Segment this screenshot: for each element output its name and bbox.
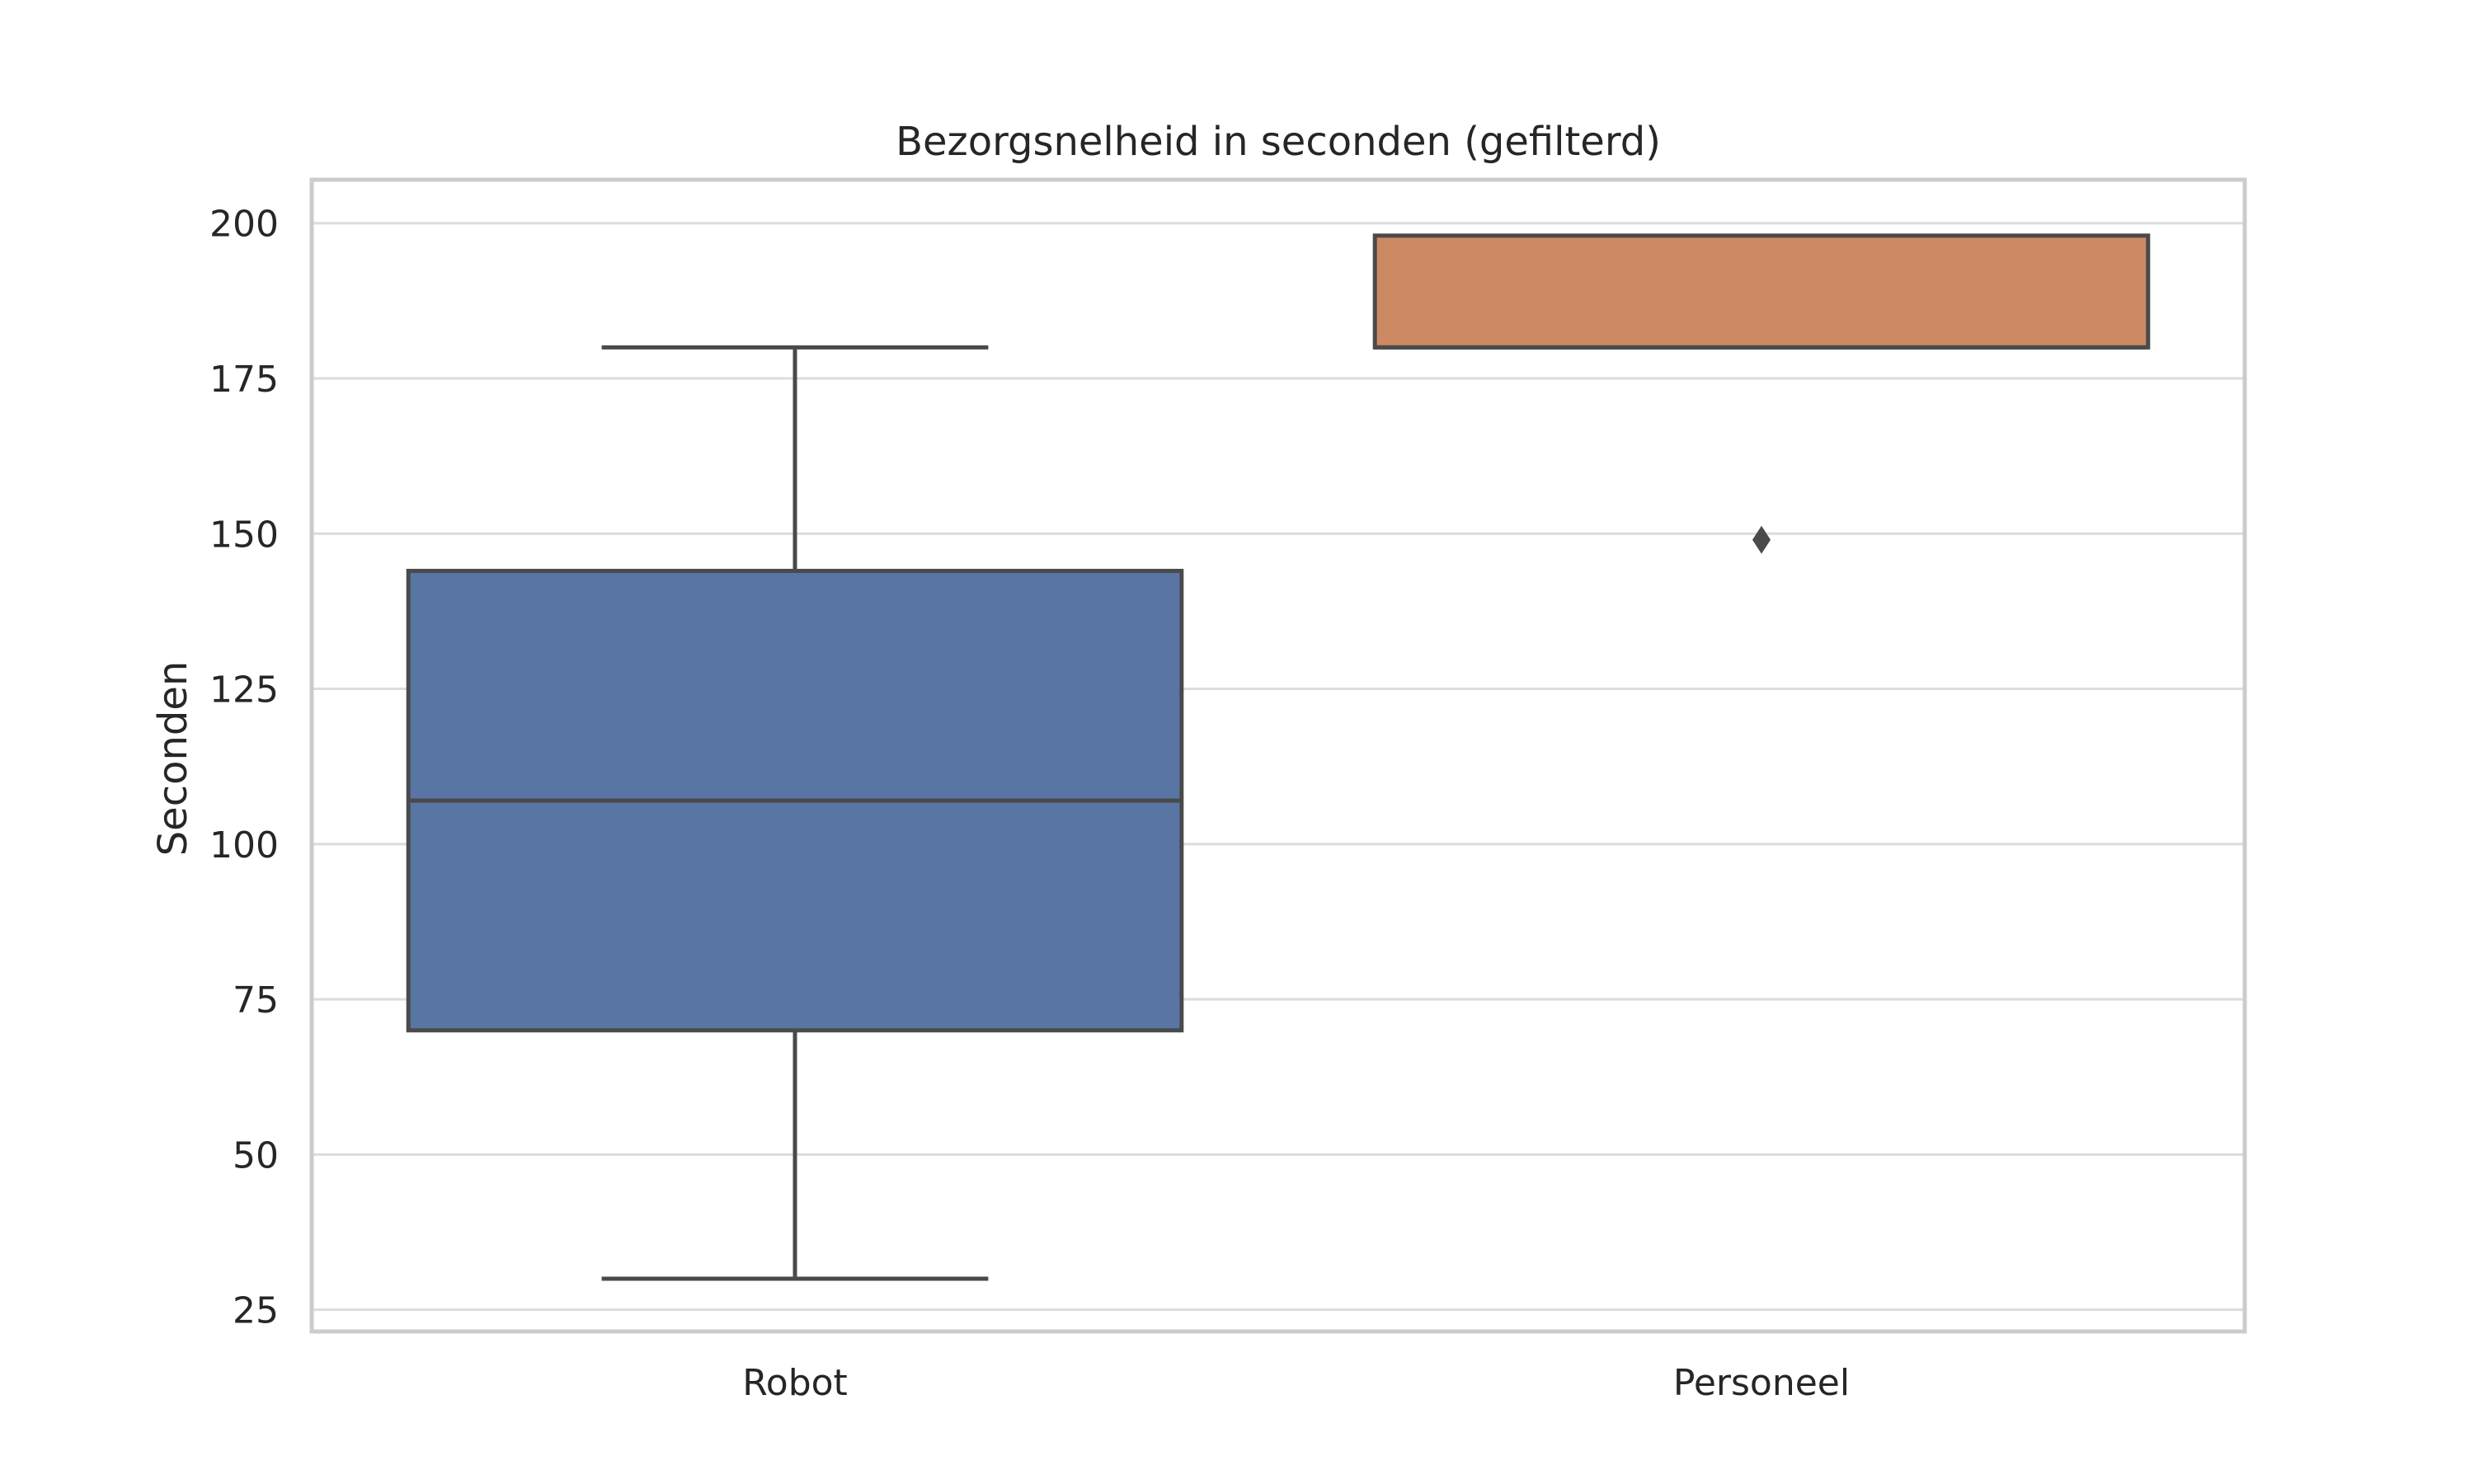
y-tick-label-100: 100 (209, 824, 279, 866)
personeel-box (1372, 233, 2151, 350)
personeel-outlier-0 (1752, 525, 1771, 554)
y-tick-label-175: 175 (209, 359, 279, 401)
boxes (406, 233, 2151, 1281)
x-tick-label-robot: Robot (742, 1362, 848, 1404)
x-tick-labels: Robot Personeel (742, 1362, 1850, 1404)
y-tick-label-50: 50 (233, 1134, 279, 1176)
y-tick-label-125: 125 (209, 669, 279, 711)
y-tick-labels: 25 50 75 100 125 150 175 200 (209, 204, 279, 1332)
chart-title: Bezorgsnelheid in seconden (gefilterd) (896, 119, 1661, 165)
x-tick-label-personeel: Personeel (1673, 1362, 1850, 1404)
y-tick-label-75: 75 (233, 979, 279, 1021)
y-tick-label-150: 150 (209, 514, 279, 556)
plot-frame (309, 177, 2247, 1334)
y-tick-label-200: 200 (209, 204, 279, 246)
y-tick-label-25: 25 (233, 1290, 279, 1332)
y-axis-label: Seconden (150, 661, 196, 857)
